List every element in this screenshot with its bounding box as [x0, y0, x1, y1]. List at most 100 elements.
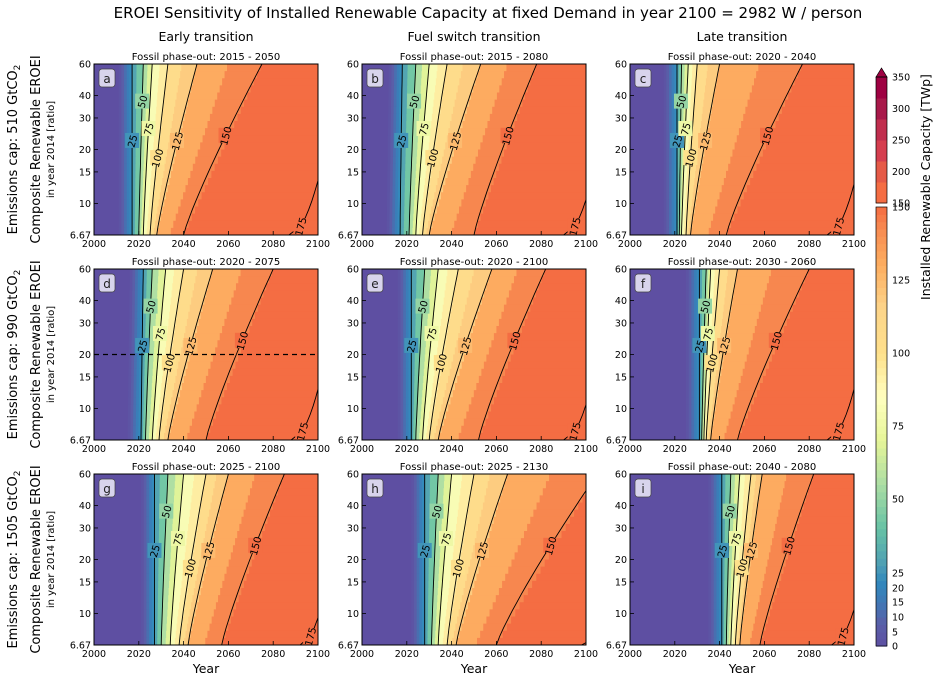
heatmap-band	[390, 170, 394, 179]
heatmap-band	[435, 538, 442, 546]
heatmap-band	[433, 311, 443, 320]
heatmap-band	[696, 375, 701, 384]
heatmap-band	[663, 185, 667, 193]
heatmap-band	[397, 227, 401, 235]
heatmap-band	[194, 545, 203, 553]
heatmap-band	[463, 588, 473, 596]
contour-label: 75	[154, 327, 168, 342]
heatmap-band	[677, 213, 679, 222]
heatmap-band	[495, 509, 534, 518]
heatmap-band	[161, 637, 167, 645]
contour-lines	[154, 474, 318, 645]
heatmap-band	[146, 623, 150, 632]
panel-letter-badge	[98, 273, 116, 293]
heatmap-band	[143, 552, 148, 561]
heatmap-band	[435, 531, 442, 539]
heatmap-band	[717, 354, 725, 363]
heatmap-band	[443, 481, 452, 489]
heatmap-band	[719, 474, 723, 482]
heatmap-band	[739, 481, 745, 489]
heatmap-band	[135, 411, 140, 420]
heatmap-band	[479, 304, 505, 313]
heatmap-band	[419, 616, 423, 625]
heatmap-band	[447, 637, 453, 645]
heatmap-band	[409, 227, 414, 235]
heatmap-band	[707, 64, 720, 72]
heatmap-band	[427, 637, 433, 645]
heatmap-band	[708, 516, 712, 525]
heatmap-band	[666, 149, 670, 158]
heatmap-band	[455, 623, 463, 632]
heatmap-band	[145, 311, 152, 320]
heatmap-band	[145, 432, 150, 440]
heatmap-band	[408, 361, 412, 370]
heatmap-band	[388, 113, 392, 122]
heatmap-band	[136, 375, 140, 384]
heatmap-band	[143, 170, 148, 179]
heatmap-band	[700, 121, 710, 129]
heatmap-band	[403, 354, 407, 363]
heatmap-band	[387, 199, 391, 208]
heatmap-band	[135, 269, 139, 277]
heatmap-band	[482, 135, 510, 143]
colorbar-segment	[876, 513, 887, 522]
heatmap-band	[713, 595, 718, 603]
heatmap-band	[130, 411, 134, 420]
heatmap-band	[686, 92, 692, 101]
heatmap-band	[411, 333, 416, 341]
heatmap-band	[146, 411, 151, 420]
heatmap-band	[488, 192, 586, 200]
heatmap-band	[666, 185, 670, 193]
heatmap-band	[783, 326, 854, 334]
contour-label: 125	[718, 336, 734, 357]
heatmap-band	[138, 432, 142, 440]
heatmap-band	[198, 318, 225, 327]
heatmap-band	[428, 304, 436, 313]
heatmap-band	[151, 637, 156, 645]
heatmap-band	[141, 573, 145, 582]
heatmap-band	[699, 276, 703, 284]
heatmap-band	[195, 276, 211, 284]
heatmap-band	[229, 375, 318, 384]
heatmap-band	[434, 432, 440, 440]
heatmap-band	[421, 333, 427, 341]
heatmap-band	[405, 354, 410, 363]
heatmap-band	[157, 630, 163, 639]
contour-label: 75	[680, 122, 694, 137]
heatmap-band	[149, 192, 155, 200]
heatmap-band	[159, 523, 167, 532]
heatmap-band	[187, 99, 216, 108]
heatmap-band	[436, 425, 443, 434]
heatmap-band	[118, 142, 122, 151]
heatmap-band	[174, 488, 183, 496]
heatmap-band	[415, 78, 422, 86]
heatmap-band	[194, 333, 221, 341]
heatmap-band	[694, 178, 701, 186]
heatmap-band	[129, 283, 133, 291]
heatmap-band	[717, 290, 726, 299]
heatmap-band	[728, 552, 733, 561]
heatmap-band	[415, 333, 422, 341]
heatmap-band	[398, 121, 403, 129]
row-label-eroei: Composite Renewable EROEI	[29, 465, 44, 653]
contour-label-bg	[567, 423, 582, 439]
heatmap-band	[699, 390, 702, 398]
heatmap-band	[688, 135, 693, 143]
heatmap-band	[666, 163, 670, 172]
heatmap-band	[480, 559, 513, 568]
heatmap-band	[262, 531, 318, 539]
heatmap-band	[408, 404, 412, 413]
heatmap-band	[405, 418, 410, 427]
heatmap-band	[176, 559, 185, 568]
heatmap-band	[388, 92, 392, 101]
heatmap-band	[139, 213, 143, 222]
heatmap-band	[457, 269, 475, 277]
heatmap-band	[696, 383, 701, 391]
y-tick-label: 40	[347, 91, 359, 102]
heatmap-band	[202, 580, 223, 589]
heatmap-band	[663, 85, 667, 94]
heatmap-band	[674, 85, 678, 94]
contour-line-25	[399, 64, 403, 235]
heatmap-band	[668, 156, 673, 165]
heatmap-band	[129, 178, 133, 186]
